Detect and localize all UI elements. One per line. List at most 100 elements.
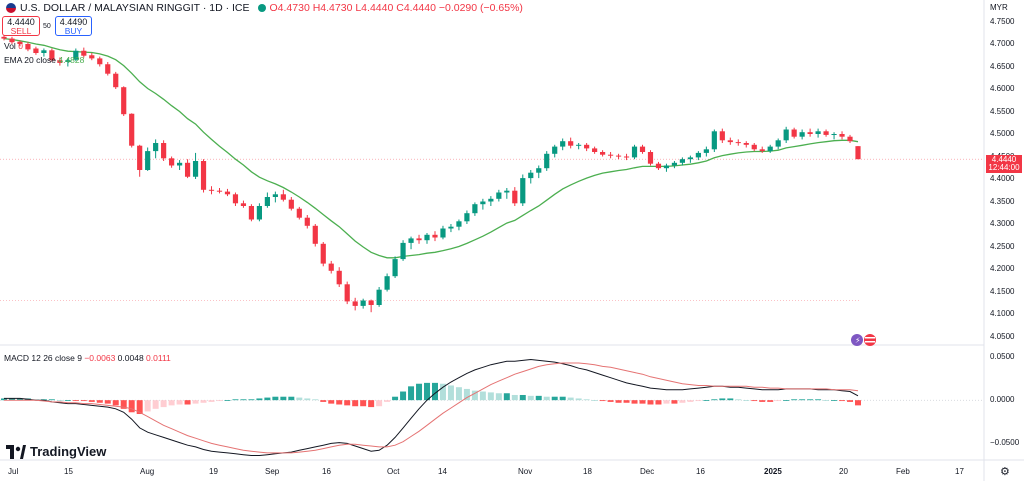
macd-histogram-bar xyxy=(16,398,23,401)
market-open-dot-icon xyxy=(257,4,266,12)
macd-histogram-bar xyxy=(328,400,335,404)
time-tick-label: 16 xyxy=(696,467,705,476)
price-tick-label: 4.1000 xyxy=(990,309,1015,318)
macd-histogram-bar xyxy=(639,400,646,404)
candle-body xyxy=(416,238,422,241)
candle-body xyxy=(240,203,247,206)
candle-body xyxy=(304,217,310,226)
candle-body xyxy=(384,276,390,290)
candle-body xyxy=(176,162,183,166)
sell-label: SELL xyxy=(10,26,32,36)
candle-body xyxy=(161,143,167,159)
candle-body xyxy=(17,41,23,44)
macd-hist-value: −0.0063 xyxy=(84,353,116,363)
time-tick-label: 20 xyxy=(839,467,848,476)
macd-histogram-bar xyxy=(352,400,359,407)
macd-histogram-bar xyxy=(647,400,654,405)
macd-histogram-bar xyxy=(703,400,710,401)
candle-body xyxy=(472,204,478,214)
macd-histogram-bar xyxy=(136,400,143,415)
macd-histogram-bar xyxy=(88,400,95,402)
candle-body xyxy=(208,189,215,191)
macd-histogram-bar xyxy=(64,400,71,401)
price-tick-label: 4.6500 xyxy=(990,61,1015,71)
candle-body xyxy=(727,140,733,143)
candle-body xyxy=(687,157,693,160)
macd-histogram-bar xyxy=(535,395,542,401)
macd-histogram-bar xyxy=(655,400,662,405)
time-tick-label: 2025 xyxy=(764,467,782,476)
candle-body xyxy=(536,168,542,173)
time-tick-label: 19 xyxy=(209,467,218,476)
candle-body xyxy=(783,129,789,141)
macd-histogram-bar xyxy=(200,400,207,403)
macd-histogram-bar xyxy=(519,394,526,401)
candle-body xyxy=(623,156,630,158)
candle-body xyxy=(1,36,7,39)
candle-body xyxy=(512,190,518,204)
candle-body xyxy=(169,158,175,166)
macd-histogram-bar xyxy=(48,399,55,401)
candle-body xyxy=(424,234,430,241)
candle-body xyxy=(145,151,151,170)
candle-body xyxy=(376,289,382,305)
candle-body xyxy=(703,149,709,153)
candle-body xyxy=(647,152,654,164)
symbol-header: U.S. DOLLAR / MALAYSIAN RINGGIT · 1D · I… xyxy=(6,2,523,14)
candle-body xyxy=(568,141,574,146)
ema-value: 4.4828 xyxy=(58,55,85,65)
price-tick-label: 4.6000 xyxy=(990,84,1015,93)
candle-body xyxy=(336,270,342,285)
macd-histogram-bar xyxy=(711,399,718,401)
macd-histogram-bar xyxy=(831,400,838,401)
macd-histogram-bar xyxy=(447,385,454,401)
macd-histogram-bar xyxy=(168,400,175,406)
price-tick-label: 4.5000 xyxy=(990,129,1015,138)
volume-legend[interactable]: Vol 0 xyxy=(4,41,23,51)
macd-histogram-bar xyxy=(152,400,159,409)
buy-button[interactable]: 4.4490 BUY xyxy=(55,16,92,36)
candle-body xyxy=(432,234,438,238)
candle-body xyxy=(528,172,534,179)
macd-histogram-bar xyxy=(799,399,806,401)
macd-histogram-bar xyxy=(583,399,590,401)
candle-body xyxy=(129,113,135,146)
macd-histogram-bar xyxy=(368,400,375,408)
candle-body xyxy=(480,201,486,205)
candle-body xyxy=(759,149,765,152)
macd-histogram-bar xyxy=(847,400,854,402)
price-tick-label: 4.7500 xyxy=(990,16,1015,26)
macd-histogram-bar xyxy=(264,397,271,401)
candle-body xyxy=(73,50,79,60)
macd-legend[interactable]: MACD 12 26 close 9 −0.0063 0.0048 0.0111 xyxy=(4,353,171,363)
ema-legend[interactable]: EMA 20 close 4.4828 xyxy=(4,55,84,65)
tradingview-logo-icon xyxy=(6,444,26,459)
macd-histogram-bar xyxy=(511,394,518,401)
candle-body xyxy=(121,87,127,115)
macd-histogram-bar xyxy=(96,400,103,403)
candle-body xyxy=(9,38,15,43)
macd-histogram-bar xyxy=(487,392,494,401)
macd-histogram-bar xyxy=(416,383,423,401)
macd-histogram-bar xyxy=(240,399,247,401)
candle-body xyxy=(192,161,199,177)
time-tick-label: Oct xyxy=(387,467,400,476)
candle-body xyxy=(272,194,278,197)
tradingview-logo[interactable]: TradingView xyxy=(6,444,106,459)
macd-histogram-bar xyxy=(120,400,127,409)
macd-histogram-bar xyxy=(1,398,7,401)
candle-body xyxy=(81,50,87,56)
currency-label: MYR xyxy=(990,3,1008,12)
settings-gear-icon[interactable]: ⚙ xyxy=(1000,466,1010,478)
sell-button[interactable]: 4.4440 SELL xyxy=(2,16,40,36)
macd-histogram-bar xyxy=(591,400,598,401)
symbol-title[interactable]: U.S. DOLLAR / MALAYSIAN RINGGIT · 1D · I… xyxy=(20,2,250,14)
time-tick-label: Dec xyxy=(640,467,655,476)
candle-body xyxy=(600,152,606,155)
macd-histogram-bar xyxy=(248,399,255,401)
macd-histogram-bar xyxy=(559,396,566,401)
macd-histogram-bar xyxy=(392,396,399,401)
event-icons[interactable]: ⚡ xyxy=(851,333,877,352)
macd-label: MACD 12 26 close 9 xyxy=(4,353,82,363)
